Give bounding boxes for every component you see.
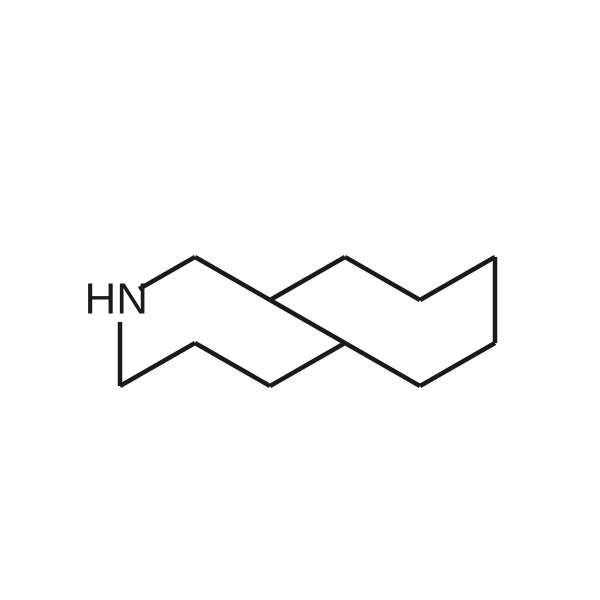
atom-labels-group: HN [84,275,148,324]
atom-label: HN [84,275,148,324]
molecule-diagram: HN [0,0,600,600]
